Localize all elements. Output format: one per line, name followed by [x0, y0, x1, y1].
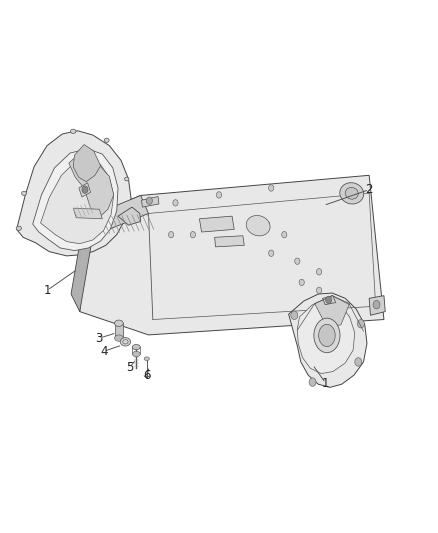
Polygon shape — [17, 131, 131, 256]
Polygon shape — [141, 197, 159, 207]
Circle shape — [355, 358, 362, 366]
Ellipse shape — [120, 337, 131, 346]
Ellipse shape — [115, 320, 123, 326]
Polygon shape — [118, 207, 141, 225]
Circle shape — [373, 301, 380, 309]
Polygon shape — [71, 219, 93, 312]
Circle shape — [317, 287, 322, 294]
Circle shape — [264, 221, 269, 227]
Circle shape — [295, 258, 300, 264]
Ellipse shape — [123, 340, 128, 344]
Polygon shape — [84, 196, 148, 236]
Ellipse shape — [21, 191, 26, 196]
Ellipse shape — [345, 188, 358, 199]
Text: 1: 1 — [43, 284, 51, 297]
Circle shape — [325, 296, 332, 304]
Polygon shape — [115, 323, 123, 338]
Circle shape — [146, 197, 152, 205]
Text: 2: 2 — [365, 183, 373, 196]
Circle shape — [282, 231, 287, 238]
Circle shape — [268, 185, 274, 191]
Circle shape — [169, 231, 174, 238]
Ellipse shape — [340, 183, 364, 204]
Ellipse shape — [319, 324, 335, 346]
Polygon shape — [322, 296, 336, 305]
Text: 3: 3 — [95, 332, 103, 344]
Ellipse shape — [144, 357, 149, 361]
Ellipse shape — [104, 138, 109, 142]
Polygon shape — [297, 300, 355, 374]
Circle shape — [173, 200, 178, 206]
Ellipse shape — [124, 177, 129, 181]
Polygon shape — [315, 296, 350, 327]
Ellipse shape — [71, 129, 76, 133]
Ellipse shape — [132, 344, 140, 350]
Circle shape — [268, 250, 274, 256]
Circle shape — [317, 269, 322, 275]
Circle shape — [190, 231, 195, 238]
Polygon shape — [215, 236, 244, 247]
Circle shape — [82, 186, 88, 193]
Text: 4: 4 — [100, 345, 107, 358]
Ellipse shape — [246, 215, 270, 236]
Polygon shape — [79, 183, 91, 197]
Polygon shape — [33, 149, 118, 251]
Polygon shape — [69, 154, 114, 216]
Circle shape — [216, 192, 222, 198]
Polygon shape — [41, 159, 114, 244]
Ellipse shape — [314, 318, 340, 353]
Polygon shape — [289, 293, 367, 387]
Polygon shape — [80, 175, 384, 335]
Circle shape — [291, 311, 298, 319]
Polygon shape — [73, 144, 101, 182]
Ellipse shape — [115, 335, 123, 341]
Polygon shape — [369, 296, 385, 316]
Circle shape — [357, 319, 364, 328]
Ellipse shape — [132, 351, 140, 357]
Text: 5: 5 — [126, 361, 134, 374]
Circle shape — [309, 378, 316, 386]
Circle shape — [299, 279, 304, 286]
Polygon shape — [199, 216, 234, 232]
Polygon shape — [73, 208, 102, 219]
Text: 1: 1 — [322, 377, 329, 390]
Ellipse shape — [16, 226, 21, 230]
Text: 6: 6 — [143, 369, 151, 382]
